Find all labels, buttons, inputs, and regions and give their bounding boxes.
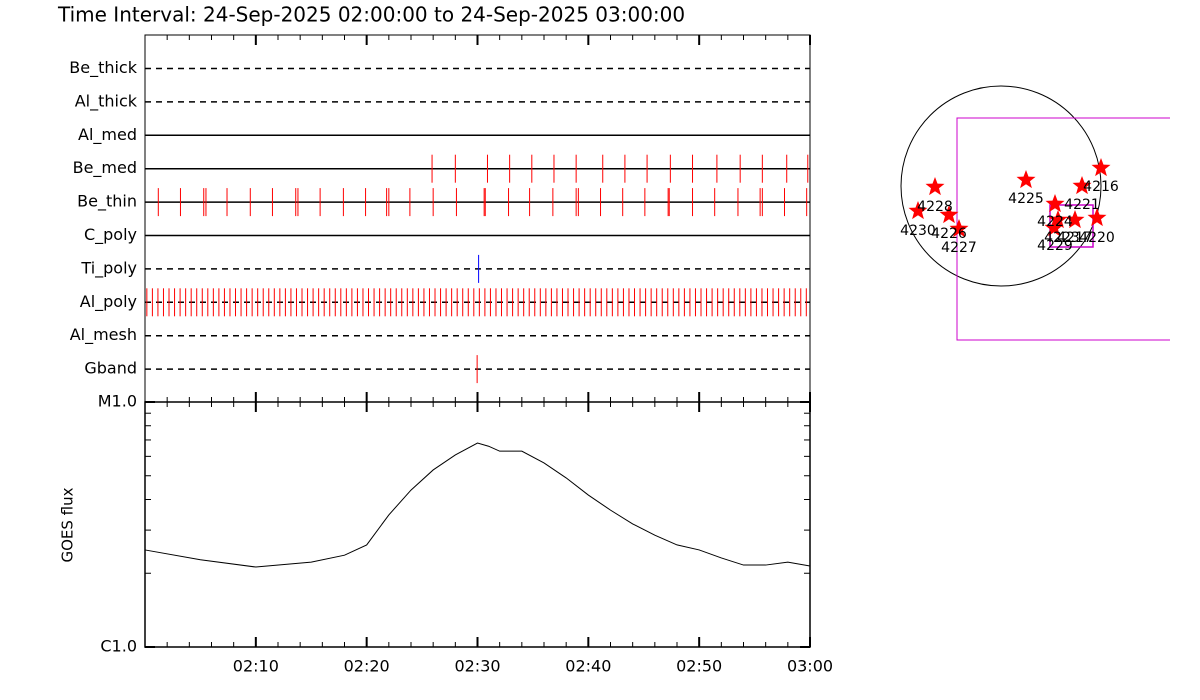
region-star (925, 177, 945, 196)
y-tick-label: C1.0 (100, 637, 137, 656)
x-tick-label: 02:50 (676, 657, 722, 676)
region-label: 4216 (1083, 179, 1119, 195)
row-label: Be_med (73, 158, 137, 178)
region-star (939, 205, 959, 224)
row-label: Be_thick (69, 58, 137, 78)
y-tick-label: M1.0 (98, 392, 137, 411)
x-tick-label: 03:00 (787, 657, 833, 676)
region-label: 4230 (900, 223, 936, 239)
region-label: 4220 (1079, 230, 1115, 246)
row-label: C_poly (84, 225, 137, 245)
row-label: Be_thin (77, 192, 137, 212)
x-tick-label: 02:30 (454, 657, 500, 676)
region-label: 4217 (1057, 230, 1093, 246)
x-tick-label: 02:20 (344, 657, 390, 676)
region-star (1072, 176, 1092, 195)
region-star (949, 219, 969, 238)
region-star (1048, 210, 1068, 229)
row-label: Gband (84, 359, 137, 378)
region-label: 4221 (1064, 197, 1100, 213)
row-label: Al_thick (75, 91, 138, 111)
row-label: Ti_poly (80, 258, 137, 278)
region-label: 4225 (1008, 191, 1044, 207)
region-star (1091, 158, 1111, 177)
y-axis-label: GOES flux (59, 487, 77, 562)
region-star (908, 201, 928, 220)
region-label: 4223 (1044, 230, 1080, 246)
goes-curve (144, 442, 811, 568)
solar-disk (900, 85, 1102, 287)
row-label: Al_poly (80, 292, 137, 312)
region-star (1016, 170, 1036, 189)
region-star (1065, 210, 1085, 229)
region-star (1045, 194, 1065, 213)
region-label: 4224 (1037, 214, 1073, 230)
region-star (1044, 218, 1064, 237)
region-label: 4226 (931, 226, 967, 242)
row-label: Al_mesh (70, 325, 137, 345)
row-label: Al_med (78, 125, 137, 145)
region-label: 4229 (1037, 238, 1073, 254)
x-tick-label: 02:10 (233, 657, 279, 676)
region-star (1087, 208, 1107, 227)
region-label: 4227 (941, 240, 977, 256)
title: Time Interval: 24-Sep-2025 02:00:00 to 2… (57, 3, 685, 27)
region-label: 4228 (917, 199, 953, 215)
x-tick-label: 02:40 (565, 657, 611, 676)
